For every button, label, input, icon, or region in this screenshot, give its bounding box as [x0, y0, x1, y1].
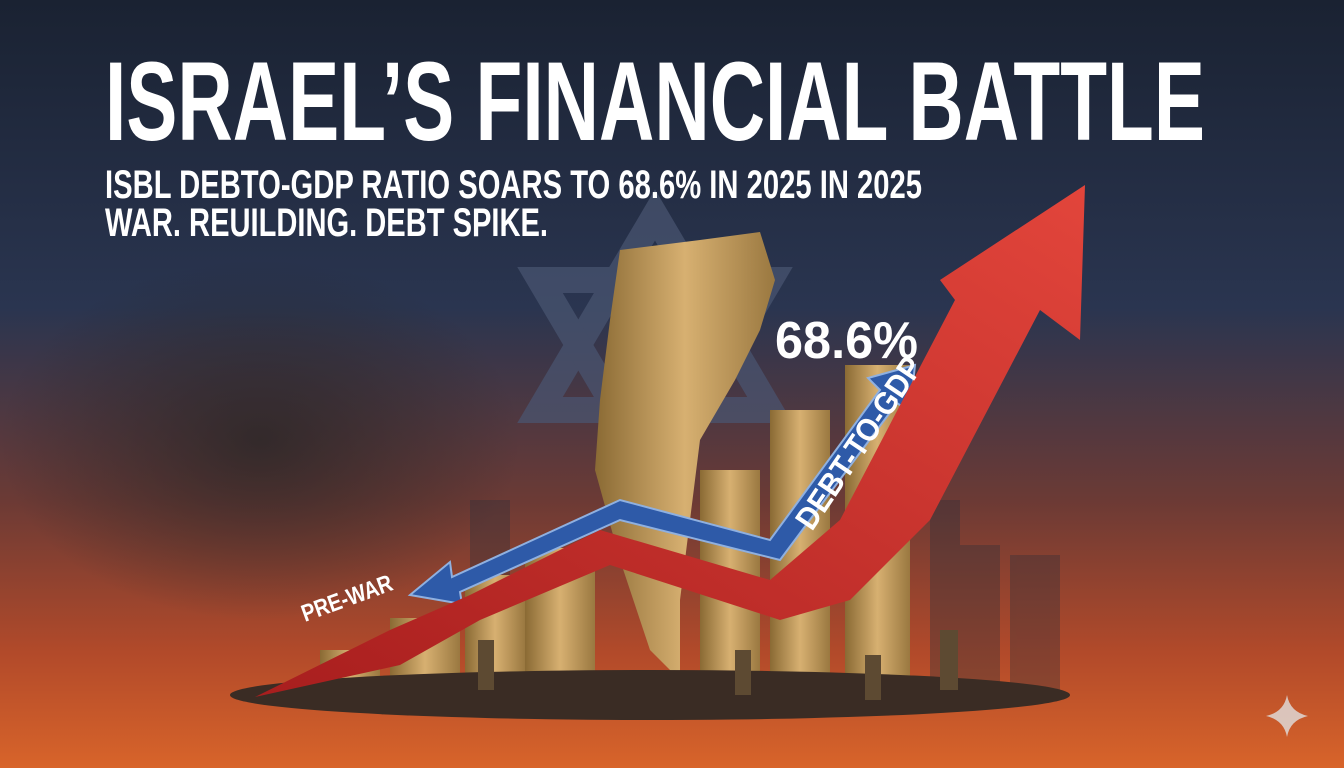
smoke [0, 260, 520, 620]
subtitle-line: WAR. REUILDING. DEBT SPIKE. [105, 201, 548, 245]
rubble [230, 670, 1070, 720]
value-label: 68.6% [775, 312, 918, 370]
blue-arrow [407, 363, 917, 606]
red-arrow [255, 185, 1085, 697]
soldiers [478, 630, 958, 700]
subtitle-line: ISBL DEBTO-GDP RATIO SOARS TO 68.6% IN 2… [105, 163, 922, 207]
title: ISRAEL’S FINANCIAL BATTLE [105, 39, 1205, 164]
sparkle-icon [1266, 695, 1308, 737]
